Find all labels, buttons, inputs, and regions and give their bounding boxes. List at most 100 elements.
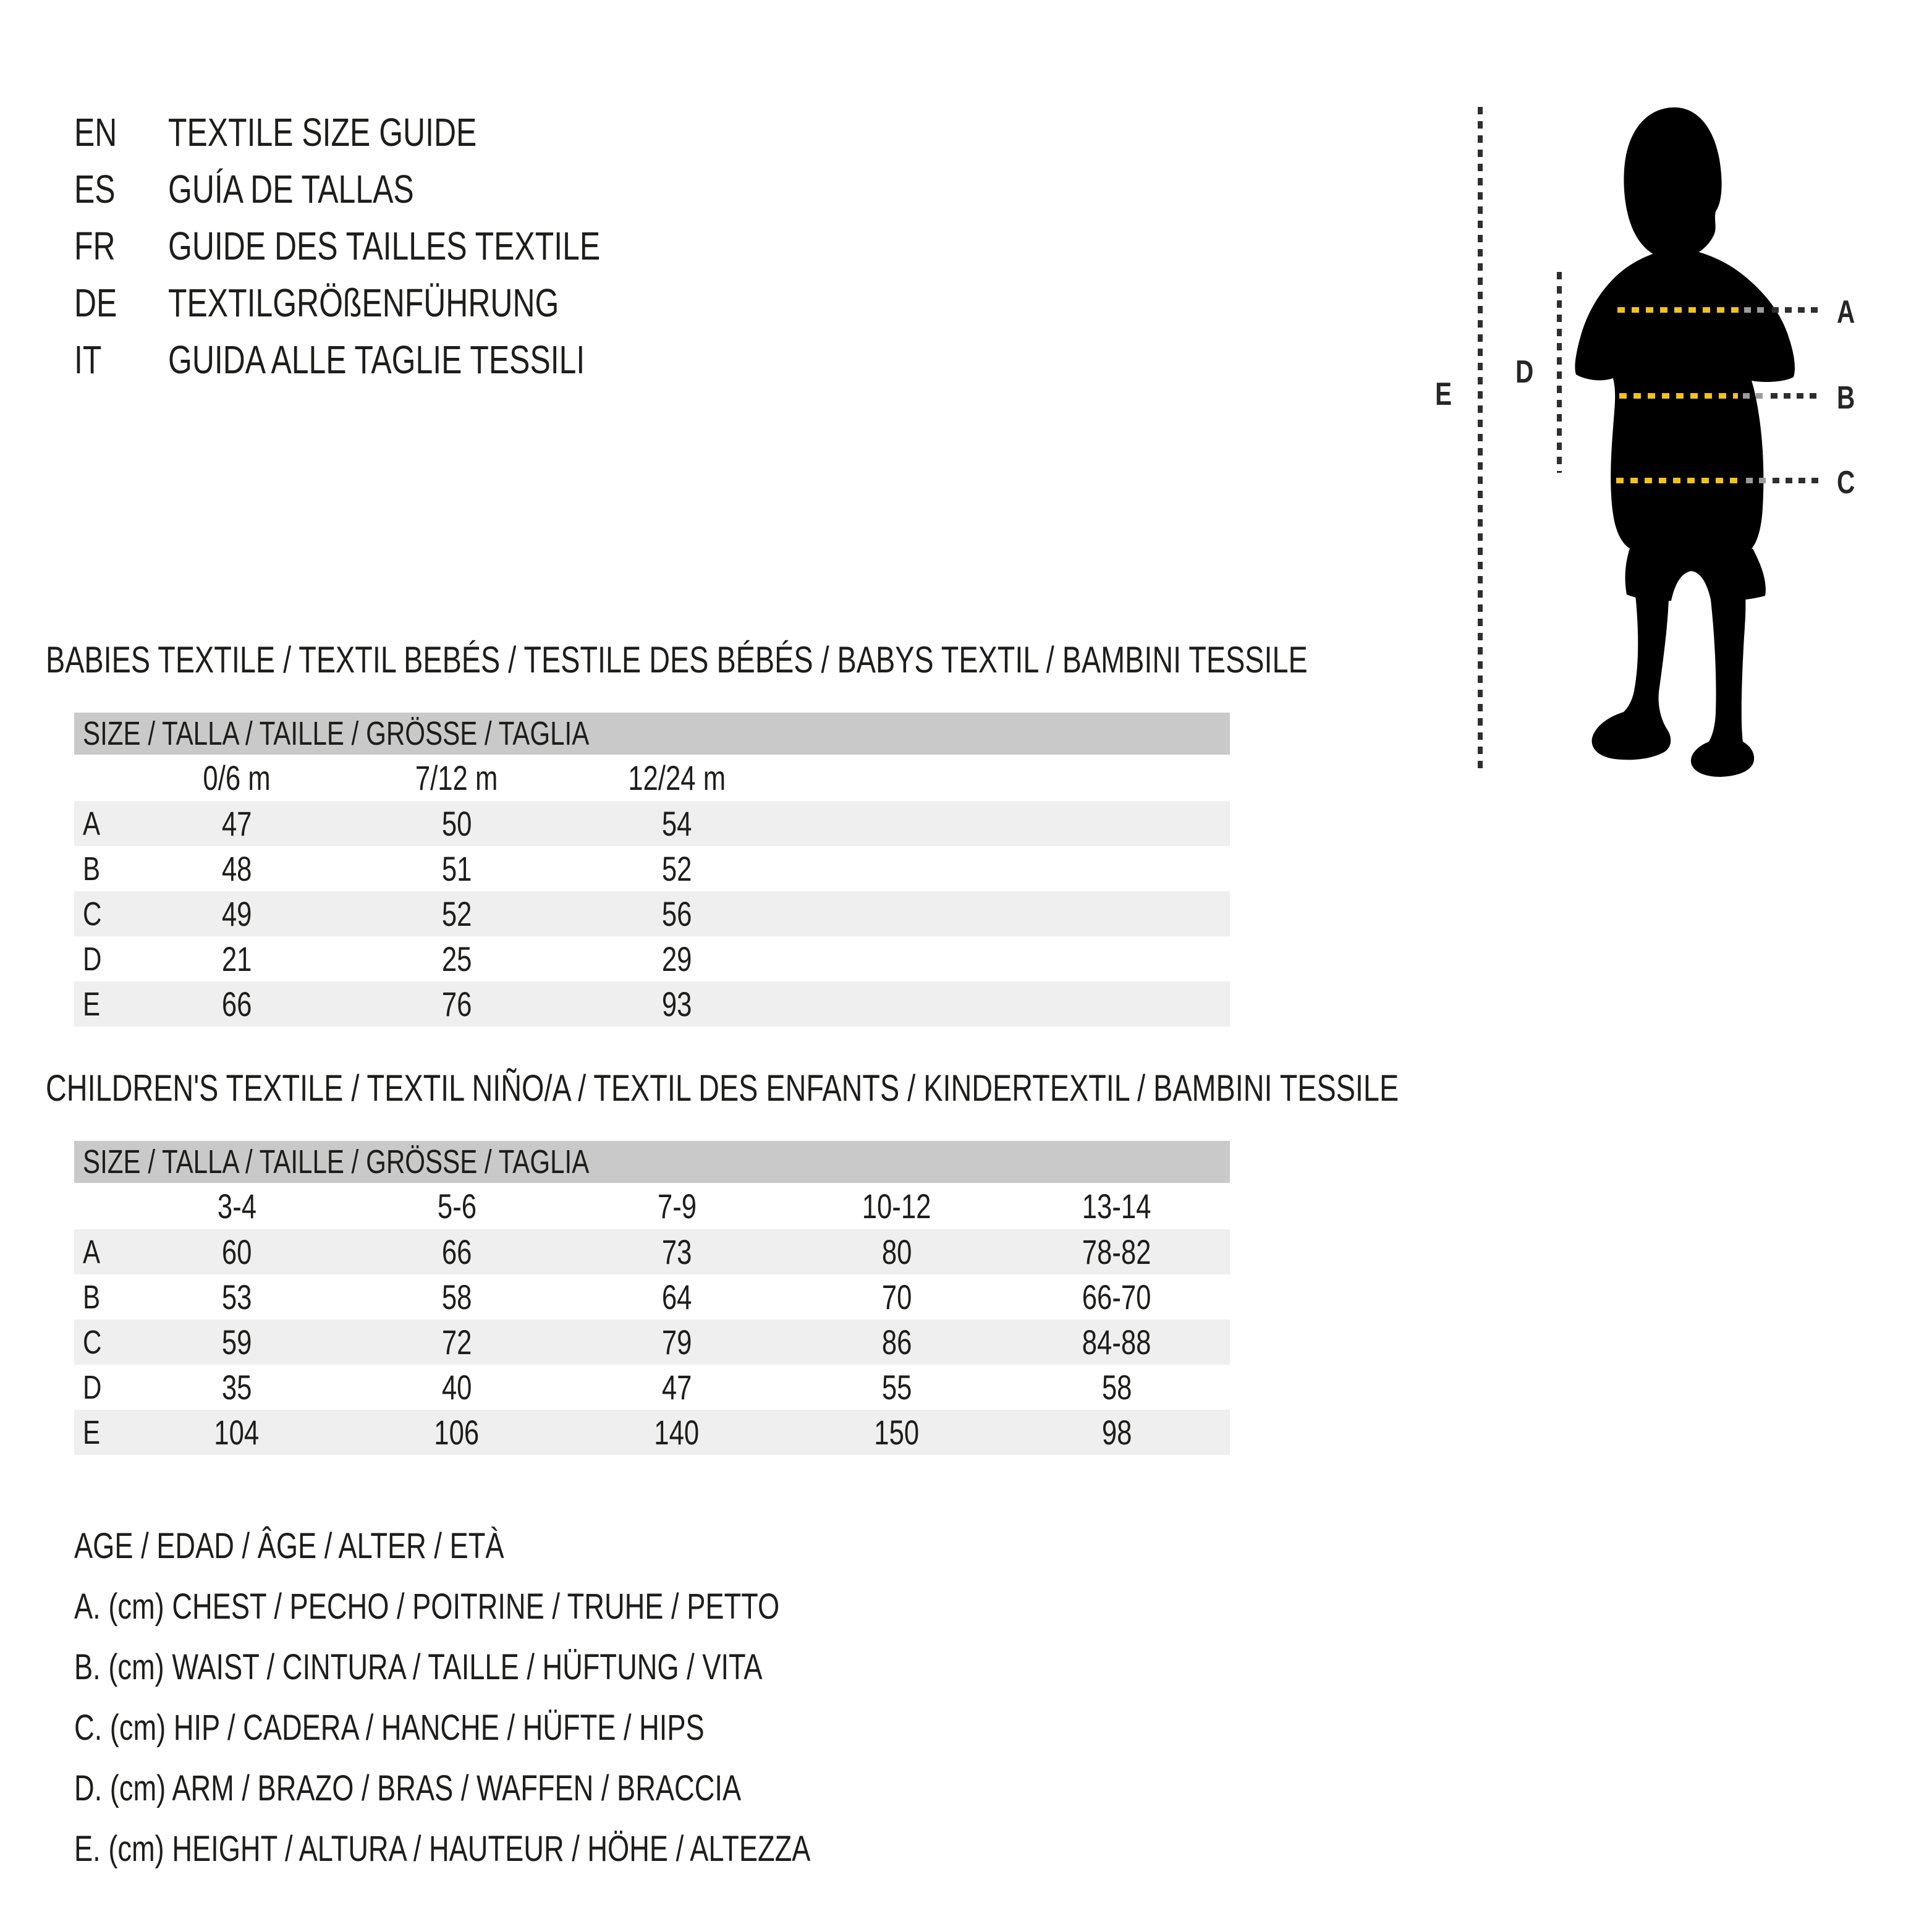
cell-value-text: 25 [441,939,472,978]
cell-value-text: 140 [654,1413,700,1452]
table-row: D 35 40 47 55 58 [74,1365,1230,1410]
cell-value: 106 [347,1412,567,1452]
row-label: D [74,940,127,978]
cell-value-text: 73 [661,1232,692,1271]
legend-row-text: C. (cm) HIP / CADERA / HANCHE / HÜFTE / … [74,1707,705,1748]
table-row: D 21 25 29 [74,936,1230,981]
arm-measure-line [1557,272,1562,473]
row-label: D [74,1368,127,1407]
size-header-bar: SIZE / TALLA / TAILLE / GRÖSSE / TAGLIA [74,1141,1230,1183]
cell-value-text: 48 [221,849,252,888]
cell-value: 78-82 [1007,1232,1227,1272]
hip-line-yellow-dash [1616,478,1743,483]
cell-value-text: 79 [661,1323,692,1362]
cell-value: 58 [1007,1367,1227,1407]
cell-value-text: 58 [1101,1368,1132,1407]
cell-value-text: 106 [434,1413,480,1452]
cell-value-text: 104 [214,1413,260,1452]
size-header-bar-text: SIZE / TALLA / TAILLE / GRÖSSE / TAGLIA [83,715,590,752]
cell-value: 35 [127,1367,347,1407]
chest-label: A [1837,294,1855,330]
legend-row-text: AGE / EDAD / ÂGE / ALTER / ETÀ [74,1525,504,1566]
chest-line-grey-dash [1744,307,1769,313]
hip-line-dark-dash [1773,478,1822,483]
table-title-text: BABIES TEXTILE / TEXTIL BEBÉS / TESTILE … [46,639,1308,680]
row-label: A [74,1233,127,1271]
cell-value: 104 [127,1412,347,1452]
language-title: GUÍA DE TALLAS [168,166,483,212]
cell-value: 80 [787,1232,1007,1272]
cell-value: 150 [787,1412,1007,1452]
column-header: 5-6 [347,1186,567,1226]
cell-value-text: 150 [874,1413,920,1452]
language-code-text: ES [74,167,116,211]
language-title-list: EN TEXTILE SIZE GUIDE ES GUÍA DE TALLAS FR GU… [74,104,722,388]
legend-row: A. (cm) CHEST / PECHO / POITRINE / TRUHE… [74,1576,1019,1637]
cell-value-text: 59 [221,1323,252,1362]
cell-value: 66-70 [1007,1277,1227,1317]
cell-value-text: 50 [441,804,472,843]
cell-value-text: 78-82 [1082,1232,1151,1271]
row-label-text: B [83,1278,101,1316]
cell-value: 140 [567,1412,787,1452]
column-header-row: 3-4 5-6 7-9 10-12 13-14 [74,1183,1230,1229]
column-header-row: 0/6 m 7/12 m 12/24 m [74,755,1230,801]
table-row: E 66 76 93 [74,981,1230,1027]
table-title: CHILDREN'S TEXTILE / TEXTIL NIÑO/A / TEX… [46,1070,1781,1107]
cell-value-text: 72 [441,1323,472,1362]
language-code-text: DE [74,281,117,325]
cell-value-text: 47 [221,804,252,843]
legend-row-text: D. (cm) ARM / BRAZO / BRAS / WAFFEN / BR… [74,1768,742,1808]
cell-value-text: 58 [441,1277,472,1316]
cell-value-text: 66-70 [1082,1277,1151,1316]
cell-value: 40 [347,1367,567,1407]
table-row: E 104 106 140 150 98 [74,1410,1230,1455]
language-title: GUIDE DES TAILLES TEXTILE [168,223,722,269]
cell-value: 50 [347,803,567,844]
height-measure-line [1478,107,1483,773]
language-code-text: EN [74,110,117,155]
cell-value-text: 56 [661,894,692,933]
column-header: 7/12 m [347,758,567,798]
language-title: TEXTILGRÖßENFÜHRUNG [168,280,669,326]
row-label-text: A [83,805,101,842]
table-row: C 49 52 56 [74,891,1230,936]
table-rows: A 60 66 73 80 78-82 B 53 58 64 70 66-70 C 59 72 79 86 84-… [74,1229,1230,1455]
cell-value: 53 [127,1277,347,1317]
legend-row: B. (cm) WAIST / CINTURA / TAILLE / HÜFTU… [74,1637,1019,1697]
cell-value-text: 54 [661,804,692,843]
cell-value-text: 93 [661,985,692,1023]
language-title-text: TEXTILGRÖßENFÜHRUNG [168,281,559,325]
language-code-text: FR [74,224,116,268]
cell-value-text: 29 [661,939,692,978]
children-table-section: CHILDREN'S TEXTILE / TEXTIL NIÑO/A / TEX… [46,1070,1399,1459]
legend-row: C. (cm) HIP / CADERA / HANCHE / HÜFTE / … [74,1697,1019,1758]
cell-value-text: 60 [221,1232,252,1271]
column-header-text: 5-6 [437,1187,477,1226]
row-label: E [74,1413,127,1452]
cell-value-text: 53 [221,1277,252,1316]
hip-label: C [1837,465,1855,501]
row-label-text: D [83,1368,102,1406]
legend-row-text: B. (cm) WAIST / CINTURA / TAILLE / HÜFTU… [74,1646,763,1687]
waist-line-dark-dash [1771,393,1821,399]
row-label: B [74,850,127,888]
size-header-bar-text: SIZE / TALLA / TAILLE / GRÖSSE / TAGLIA [83,1143,590,1180]
waist-line-grey-dash [1743,393,1768,399]
cell-value: 72 [347,1322,567,1362]
cell-value-text: 98 [1101,1413,1132,1452]
cell-value: 86 [787,1322,1007,1362]
cell-value: 64 [567,1277,787,1317]
column-header-text: 10-12 [862,1187,931,1226]
waist-label: B [1837,380,1855,416]
table-row: C 59 72 79 86 84-88 [74,1320,1230,1365]
cell-value-text: 21 [221,939,252,978]
column-header: 3-4 [127,1186,347,1226]
cell-value-text: 47 [661,1368,692,1407]
cell-value-text: 35 [221,1368,252,1407]
legend-row-text: A. (cm) CHEST / PECHO / POITRINE / TRUHE… [74,1586,780,1627]
column-header: 13-14 [1007,1186,1227,1226]
column-header-text: 12/24 m [628,758,726,797]
language-title: GUIDA ALLE TAGLIE TESSILI [168,337,702,383]
row-label-text: C [83,895,102,933]
